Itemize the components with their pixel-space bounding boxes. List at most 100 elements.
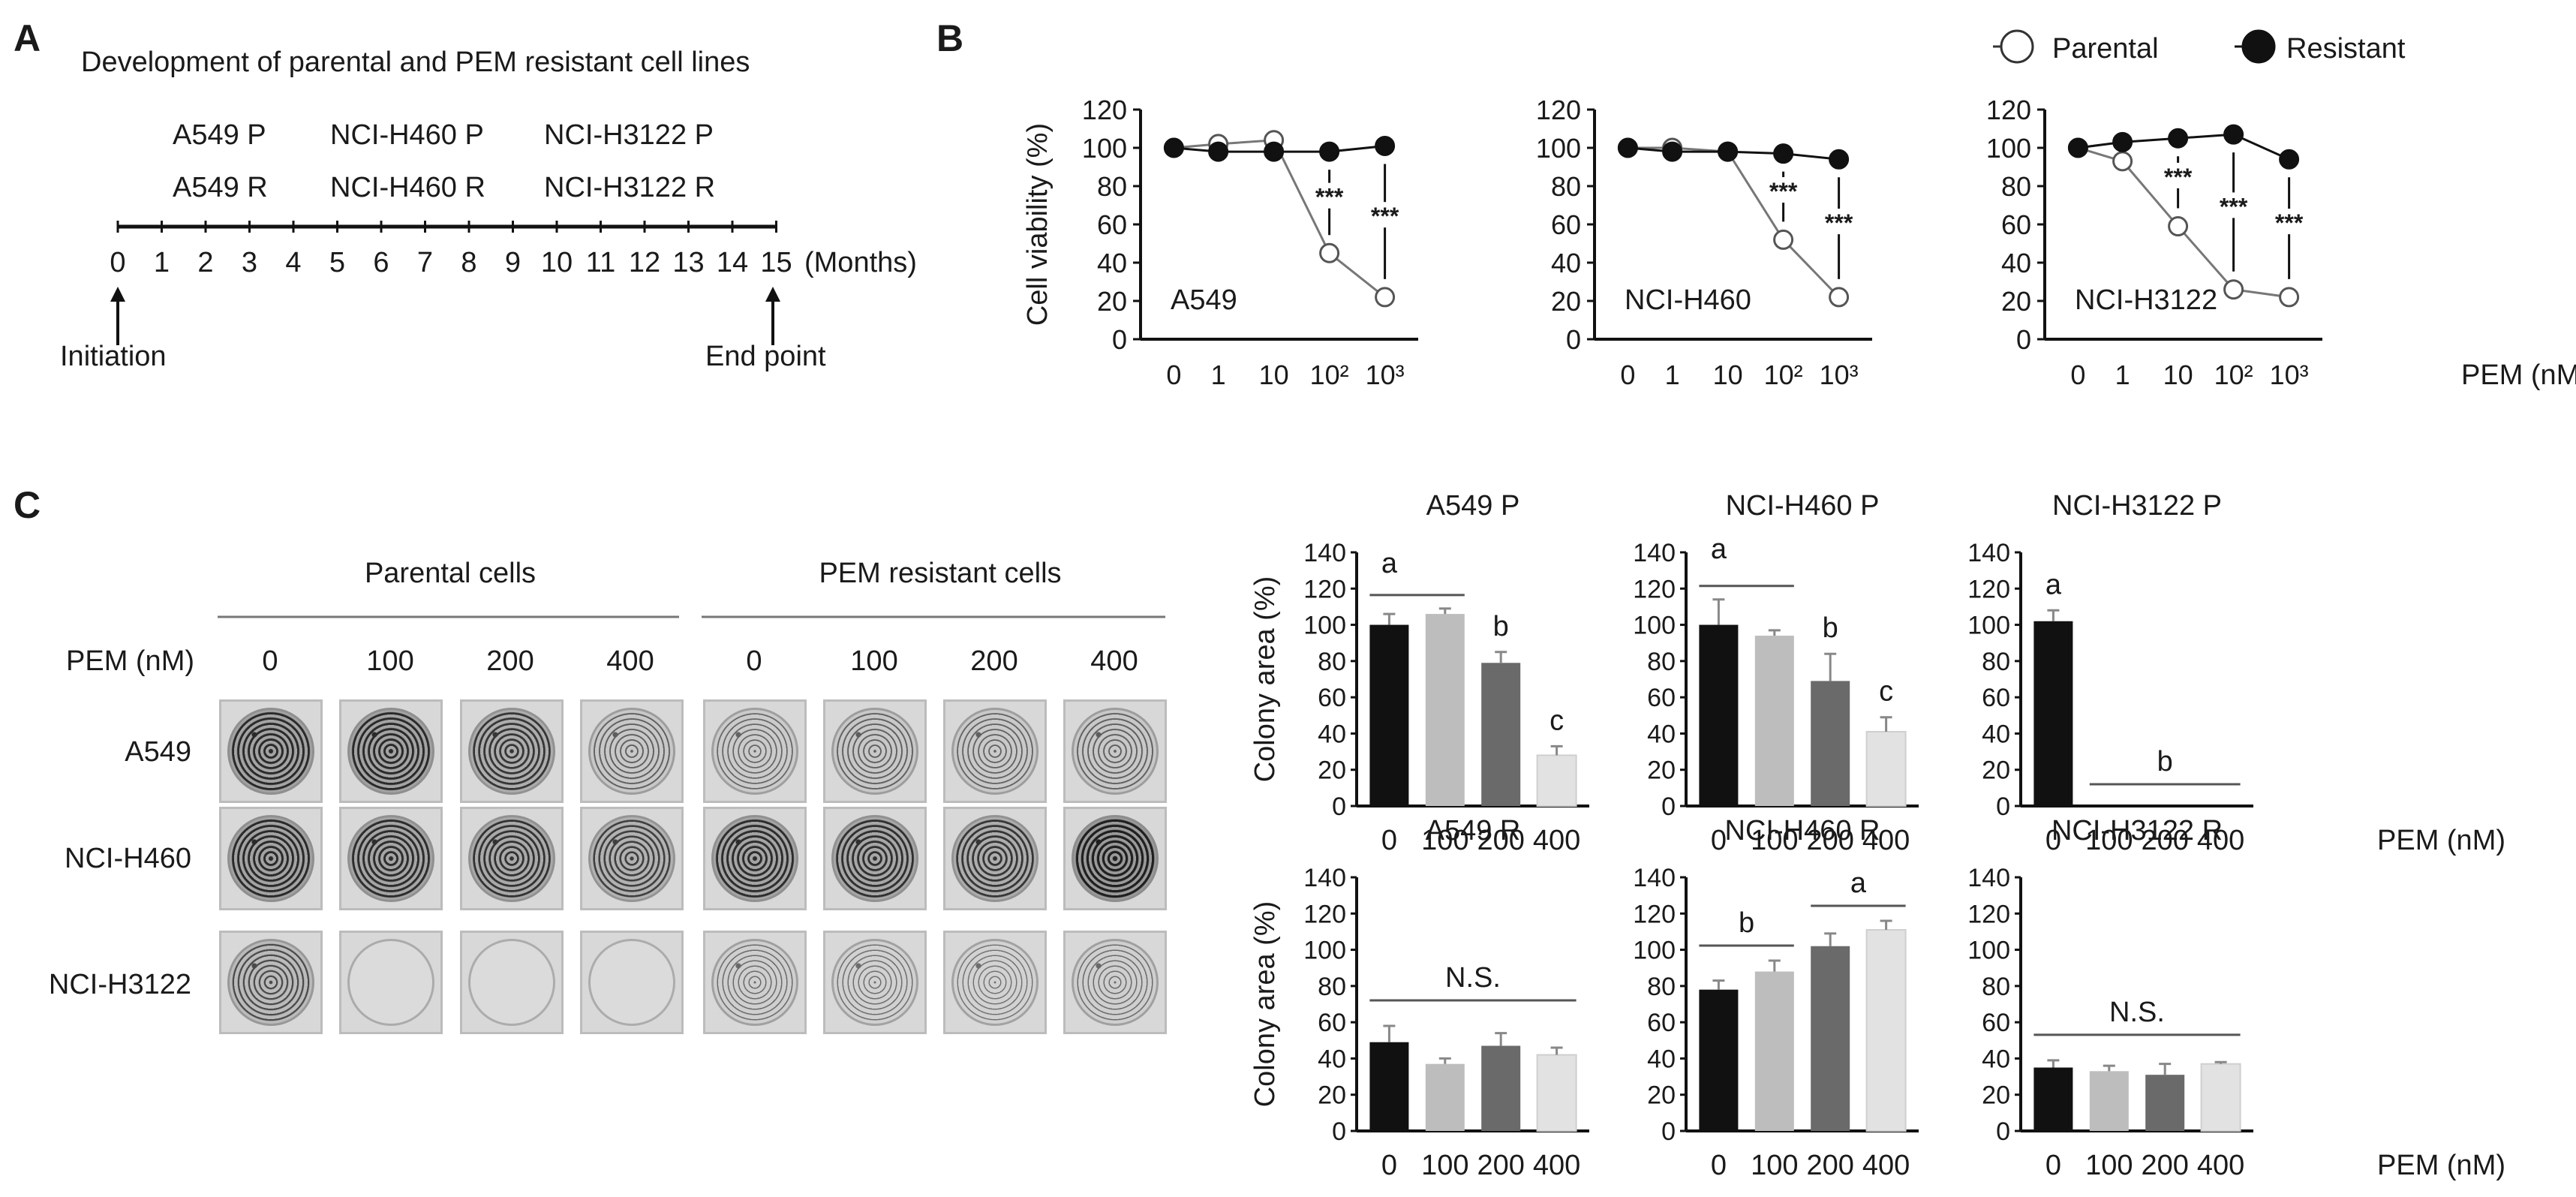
y-tick-label: 40 <box>1318 720 1346 748</box>
bar <box>1369 1042 1409 1131</box>
bar <box>1699 989 1739 1131</box>
data-point-resistant <box>2112 131 2133 152</box>
x-tick-label: 200 <box>2141 825 2188 856</box>
y-tick-label: 20 <box>1647 756 1676 785</box>
y-tick-label: 140 <box>1633 864 1676 892</box>
bar <box>1811 681 1850 806</box>
x-axis-label: PEM (nM) <box>2377 1150 2505 1181</box>
x-tick-label: 100 <box>1421 825 1468 856</box>
culture-dish <box>227 708 314 795</box>
culture-dish <box>227 939 314 1026</box>
y-tick-label: 0 <box>1332 792 1346 821</box>
significance-bg <box>1756 177 1811 203</box>
y-tick-label: 0 <box>1566 324 1581 355</box>
culture-dish <box>831 708 918 795</box>
x-tick-label: 200 <box>1806 1150 1853 1181</box>
y-tick-label: 0 <box>1996 1117 2010 1146</box>
timeline-title: Development of parental and PEM resistan… <box>81 47 750 78</box>
x-tick-label: 400 <box>1533 1150 1580 1181</box>
x-tick-label: 10³ <box>1366 359 1405 390</box>
cell-line-label: A549 <box>125 736 191 768</box>
colony-dish-image <box>580 699 684 803</box>
x-tick-label: 1 <box>2115 359 2130 390</box>
dose-header: 200 <box>486 645 534 677</box>
x-tick-label: 0 <box>1620 359 1635 390</box>
bar <box>1481 1045 1521 1131</box>
y-tick-label: 40 <box>2001 248 2031 278</box>
data-point-parental <box>1319 242 1340 263</box>
culture-dish <box>227 815 314 902</box>
group-label: a <box>1850 868 1867 899</box>
y-tick-label: 140 <box>1967 864 2010 892</box>
y-tick-label: 80 <box>1551 171 1581 202</box>
timeline-month-label: 1 <box>154 247 170 278</box>
significance-bg <box>2206 192 2261 218</box>
y-tick-label: 40 <box>1982 1045 2010 1073</box>
significance-bg <box>1302 182 1357 209</box>
timeline-month-label: 10 <box>541 247 573 278</box>
series-line-parental <box>1174 139 1386 299</box>
data-point-resistant <box>1264 141 1285 162</box>
significance-stars: *** <box>1825 209 1853 236</box>
culture-dish <box>347 815 434 902</box>
group-resistant-label: PEM resistant cells <box>819 558 1061 589</box>
x-tick-label: 0 <box>2045 1150 2061 1181</box>
y-tick-label: 100 <box>1303 937 1346 965</box>
culture-dish <box>468 815 555 902</box>
y-tick-label: 120 <box>1303 575 1346 603</box>
significance-stars: *** <box>2164 164 2193 191</box>
culture-dish <box>468 708 555 795</box>
bar <box>1536 1054 1577 1132</box>
y-tick-label: 120 <box>1967 575 2010 603</box>
x-tick-label: 200 <box>1806 825 1853 856</box>
y-tick-label: 80 <box>1982 648 2010 676</box>
group-label: b <box>2157 746 2173 777</box>
legend-resistant-label: Resistant <box>2286 33 2406 65</box>
culture-dish <box>588 815 675 902</box>
bar-chart-1: 0 20 40 60 80 100 120 140 0 100 200 400 NCI-H460 P a b… <box>1633 490 1919 856</box>
group-label: N.S. <box>1445 962 1501 994</box>
y-tick-label: 100 <box>1967 612 2010 640</box>
data-point-resistant <box>1829 149 1850 170</box>
y-tick-label: 60 <box>1647 1009 1676 1037</box>
x-tick-label: 0 <box>1381 825 1397 856</box>
timeline-month-label: 14 <box>717 247 748 278</box>
y-tick-label: 40 <box>1097 248 1127 278</box>
timeline-unit: (Months) <box>804 247 917 278</box>
x-axis-label: PEM (nM) <box>2461 359 2576 391</box>
x-tick-label: 400 <box>2197 1150 2244 1181</box>
y-tick-label: 100 <box>1633 612 1676 640</box>
culture-dish <box>468 939 555 1026</box>
timeline-month-label: 8 <box>461 247 476 278</box>
y-tick-label: 120 <box>1633 575 1676 603</box>
y-tick-label: 120 <box>1986 95 2031 125</box>
y-tick-label: 80 <box>1647 973 1676 1001</box>
y-tick-label: 20 <box>1982 1081 2010 1110</box>
colony-dish-image <box>339 931 443 1034</box>
y-tick-label: 120 <box>1303 900 1346 928</box>
significance-letter: a <box>1381 548 1398 579</box>
timeline-month-label: 7 <box>417 247 433 278</box>
culture-dish <box>711 939 798 1026</box>
y-tick-label: 20 <box>1647 1081 1676 1110</box>
x-tick-label: 100 <box>1751 1150 1798 1181</box>
x-tick-label: 10³ <box>2270 359 2309 390</box>
colony-dish-image <box>703 807 807 910</box>
timeline-label-h460-p: NCI-H460 P <box>330 119 484 151</box>
colony-dish-image <box>823 699 927 803</box>
colony-dish-image <box>1063 931 1167 1034</box>
y-axis-label: Colony area (%) <box>1249 901 1281 1108</box>
y-tick-label: 120 <box>1967 900 2010 928</box>
group-label: b <box>1739 907 1754 939</box>
y-tick-label: 60 <box>1097 209 1127 240</box>
significance-letter: c <box>1879 676 1893 708</box>
culture-dish <box>831 939 918 1026</box>
timeline-label-a549-p: A549 P <box>173 119 266 151</box>
dose-header: 400 <box>606 645 654 677</box>
data-point-resistant <box>1773 143 1794 164</box>
significance-stars: *** <box>1371 203 1399 230</box>
